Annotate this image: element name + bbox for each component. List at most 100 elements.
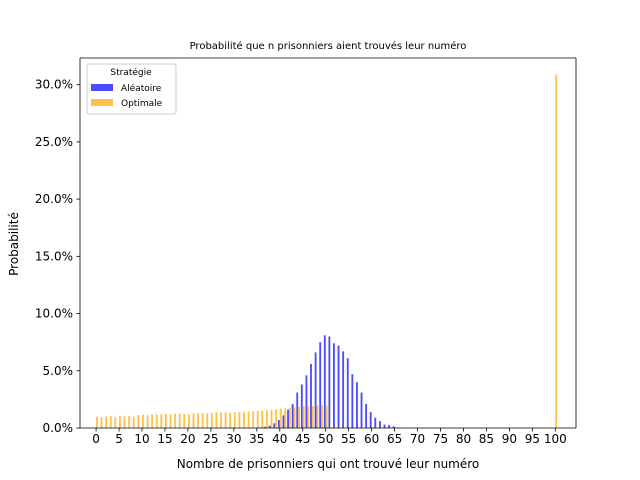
bar-aleatoire-62: [378, 421, 381, 428]
bar-aleatoire-58: [360, 392, 363, 428]
bar-optimale-14: [160, 414, 163, 428]
bar-optimale-4: [114, 417, 117, 428]
bar-optimale-21: [192, 413, 195, 428]
bar-optimale-23: [201, 413, 204, 428]
bar-aleatoire-61: [374, 417, 377, 428]
x-tick-label: 85: [479, 432, 494, 446]
bar-optimale-45: [302, 406, 305, 428]
x-tick-label: 90: [502, 432, 517, 446]
bar-optimale-43: [293, 407, 296, 428]
bar-optimale-13: [155, 414, 158, 428]
bar-optimale-15: [164, 413, 167, 428]
bar-aleatoire-49: [319, 342, 322, 428]
x-tick-label: 60: [364, 432, 379, 446]
bar-aleatoire-55: [346, 358, 349, 428]
bar-optimale-11: [146, 415, 149, 428]
bar-optimale-30: [233, 412, 236, 428]
bar-optimale-0: [96, 416, 98, 428]
bar-aleatoire-40: [277, 419, 280, 428]
bar-optimale-27: [220, 412, 222, 428]
bar-aleatoire-65: [392, 426, 395, 428]
bar-aleatoire-64: [388, 425, 390, 428]
bar-optimale-100: [555, 74, 558, 429]
bar-optimale-6: [123, 416, 126, 428]
axes-layer: 0 5 10 15 20 25 30 35 40 45 50 55 60 65 70 75 80 85 90 95 10…: [35, 57, 577, 446]
x-tick-label: 50: [318, 432, 333, 446]
x-tick-label: 40: [272, 432, 287, 446]
bar-aleatoire-43: [291, 403, 294, 428]
x-tick-label: 20: [180, 432, 195, 446]
bar-optimale-48: [316, 405, 319, 428]
bar-optimale-49: [321, 405, 323, 428]
bar-optimale-26: [215, 412, 218, 428]
bar-optimale-32: [243, 411, 245, 428]
bar-optimale-10: [142, 414, 144, 428]
legend-label-optimale: Optimale: [121, 99, 163, 109]
bar-optimale-25: [210, 413, 213, 428]
x-tick-label: 100: [544, 432, 567, 446]
bar-aleatoire-59: [365, 403, 368, 428]
bar-optimale-41: [284, 408, 287, 428]
x-tick-label: 75: [433, 432, 448, 446]
bar-optimale-44: [298, 406, 300, 428]
y-axis-label: Probabilité: [7, 212, 21, 276]
legend-title: Stratégie: [110, 67, 152, 78]
bar-optimale-16: [169, 414, 172, 428]
bar-optimale-20: [187, 414, 190, 428]
bar-aleatoire-38: [268, 425, 271, 428]
y-tick-label: 25.0%: [35, 135, 73, 149]
bar-optimale-35: [256, 410, 259, 428]
bar-aleatoire-41: [282, 415, 285, 428]
x-tick-label: 80: [456, 432, 471, 446]
bars-layer: [96, 74, 558, 429]
bar-optimale-34: [252, 411, 255, 428]
bar-aleatoire-56: [351, 374, 354, 428]
legend-swatch-optimale: [91, 99, 113, 106]
y-tick-label: 20.0%: [35, 192, 73, 206]
bar-optimale-37: [266, 410, 268, 428]
bar-optimale-39: [275, 409, 278, 428]
bar-optimale-12: [151, 414, 154, 428]
bar-aleatoire-60: [369, 411, 372, 428]
x-tick-label: 35: [249, 432, 264, 446]
bar-optimale-33: [247, 411, 250, 428]
chart-title: Probabilité que n prisonniers aient trou…: [190, 40, 467, 52]
bar-optimale-18: [178, 413, 181, 428]
bar-optimale-36: [261, 410, 264, 428]
y-tick-label: 30.0%: [35, 78, 73, 92]
bar-optimale-17: [174, 413, 176, 428]
bar-optimale-24: [206, 413, 209, 428]
bar-aleatoire-48: [314, 352, 317, 428]
y-tick-label: 15.0%: [35, 249, 73, 263]
bar-aleatoire-52: [333, 343, 335, 428]
bar-optimale-3: [109, 416, 112, 428]
bar-optimale-19: [183, 413, 186, 428]
bar-aleatoire-50: [323, 335, 326, 428]
x-tick-label: 10: [134, 432, 149, 446]
bar-optimale-29: [229, 412, 232, 428]
bar-aleatoire-46: [305, 375, 308, 428]
legend: Stratégie Aléatoire Optimale: [86, 63, 177, 115]
bar-optimale-50: [325, 405, 328, 428]
bar-optimale-28: [224, 412, 227, 428]
x-tick-label: 25: [203, 432, 218, 446]
y-tick-label: 10.0%: [35, 307, 73, 321]
bar-aleatoire-47: [310, 363, 312, 428]
bar-aleatoire-51: [328, 336, 331, 428]
bar-aleatoire-39: [273, 423, 276, 428]
bar-aleatoire-54: [342, 351, 345, 428]
bar-optimale-40: [279, 408, 282, 428]
x-tick-label: 0: [92, 432, 100, 446]
x-tick-label: 30: [226, 432, 241, 446]
bar-aleatoire-42: [287, 409, 289, 428]
bar-optimale-9: [137, 415, 140, 428]
bar-optimale-38: [270, 409, 273, 428]
bar-optimale-46: [307, 406, 310, 428]
bar-optimale-42: [288, 407, 291, 428]
y-tick-label: 5.0%: [43, 364, 74, 378]
legend-swatch-aleatoire: [91, 84, 113, 91]
bar-optimale-47: [311, 405, 314, 428]
x-tick-label: 65: [387, 432, 402, 446]
bar-aleatoire-63: [383, 424, 386, 428]
